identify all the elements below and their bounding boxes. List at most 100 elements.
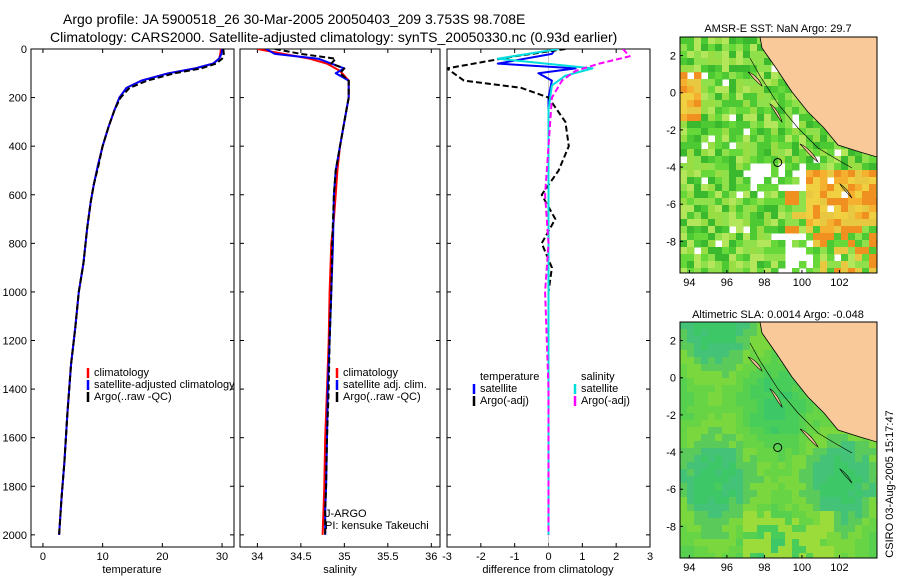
map-cell: [792, 420, 800, 428]
map-cell: [827, 532, 835, 540]
temperature-panel-frame: [30, 48, 235, 548]
map-cell: [729, 93, 737, 101]
map-cell: [785, 406, 793, 414]
map-cell: [848, 518, 856, 526]
map-cell: [869, 469, 877, 477]
map-cell: [736, 268, 744, 273]
map-cell: [869, 163, 877, 171]
map-cell: [715, 72, 723, 80]
map-cell: [834, 511, 842, 519]
map-cell: [722, 392, 730, 400]
map-cell: [729, 546, 737, 554]
map-cell: [848, 532, 856, 540]
map-cell: [806, 247, 814, 255]
map-cell: [820, 254, 828, 262]
map-cell: [841, 497, 849, 505]
map-cell: [813, 448, 821, 456]
map-cell: [855, 553, 863, 558]
series-line: [58, 49, 224, 535]
map-cell: [687, 462, 695, 470]
map-cell: [813, 420, 821, 428]
difference-y-ticks: [447, 48, 650, 536]
map-cell: [750, 525, 758, 533]
map-cell: [757, 441, 765, 449]
map-cell: [785, 121, 793, 129]
difference-legend: temperaturesatelliteArgo(-adj)salinitysa…: [472, 371, 630, 407]
map-cell: [708, 226, 716, 234]
map-cell: [869, 490, 877, 498]
map-cell: [701, 149, 709, 157]
map-cell: [743, 357, 751, 365]
map-cell: [806, 184, 814, 192]
map-cell: [757, 371, 765, 379]
map-cell: [764, 392, 772, 400]
map-cell: [729, 254, 737, 262]
map-cell: [680, 205, 688, 213]
map-cell: [729, 357, 737, 365]
map-cell: [708, 490, 716, 498]
map-cell: [806, 455, 814, 463]
map-cell: [841, 553, 849, 558]
map-cell: [694, 170, 702, 178]
map-cell: [701, 261, 709, 269]
map-cell: [855, 191, 863, 199]
x-tick-label: 34: [251, 551, 263, 563]
map-cell: [771, 93, 779, 101]
map-cell: [792, 142, 800, 150]
map-cell: [855, 149, 863, 157]
map-cell: [757, 44, 765, 52]
map-cell: [736, 392, 744, 400]
map-cell: [736, 107, 744, 115]
map-cell: [806, 532, 814, 540]
map-cell: [855, 455, 863, 463]
map-cell: [715, 93, 723, 101]
map-cell: [708, 511, 716, 519]
map-cell: [736, 539, 744, 547]
map-cell: [827, 469, 835, 477]
map-cell: [757, 184, 765, 192]
map-cell: [708, 170, 716, 178]
map-cell: [750, 462, 758, 470]
map-cell: [778, 455, 786, 463]
map-cell: [869, 198, 877, 206]
map-cell: [680, 420, 688, 428]
map-cell: [722, 170, 730, 178]
map-cell: [729, 191, 737, 199]
map-cell: [799, 406, 807, 414]
map-cell: [806, 205, 814, 213]
map-cell: [848, 219, 856, 227]
map-cell: [785, 455, 793, 463]
map-cell: [848, 261, 856, 269]
map-cell: [750, 100, 758, 108]
map-cell: [708, 385, 716, 393]
map-cell: [715, 448, 723, 456]
map-cell: [827, 546, 835, 554]
map-cell: [785, 163, 793, 171]
map-cell: [701, 434, 709, 442]
map-cell: [869, 539, 877, 547]
map-cell: [869, 504, 877, 512]
map-cell: [736, 546, 744, 554]
map-cell: [680, 93, 688, 101]
map-cell: [694, 233, 702, 241]
map-cell: [729, 448, 737, 456]
map-cell: [869, 261, 877, 269]
map-cell: [715, 469, 723, 477]
map-cell: [680, 65, 688, 73]
map-cell: [827, 497, 835, 505]
map-cell: [715, 343, 723, 351]
map-cell: [708, 261, 716, 269]
map-cell: [834, 448, 842, 456]
map-cell: [729, 322, 737, 330]
map-cell: [701, 86, 709, 94]
map-cell: [680, 511, 688, 519]
map-cell: [806, 114, 814, 122]
map-cell: [687, 385, 695, 393]
map-cell: [813, 184, 821, 192]
map-cell: [834, 532, 842, 540]
map-cell: [785, 385, 793, 393]
map-cell: [743, 107, 751, 115]
map-cell: [771, 385, 779, 393]
map-cell: [820, 184, 828, 192]
map-cell: [848, 170, 856, 178]
